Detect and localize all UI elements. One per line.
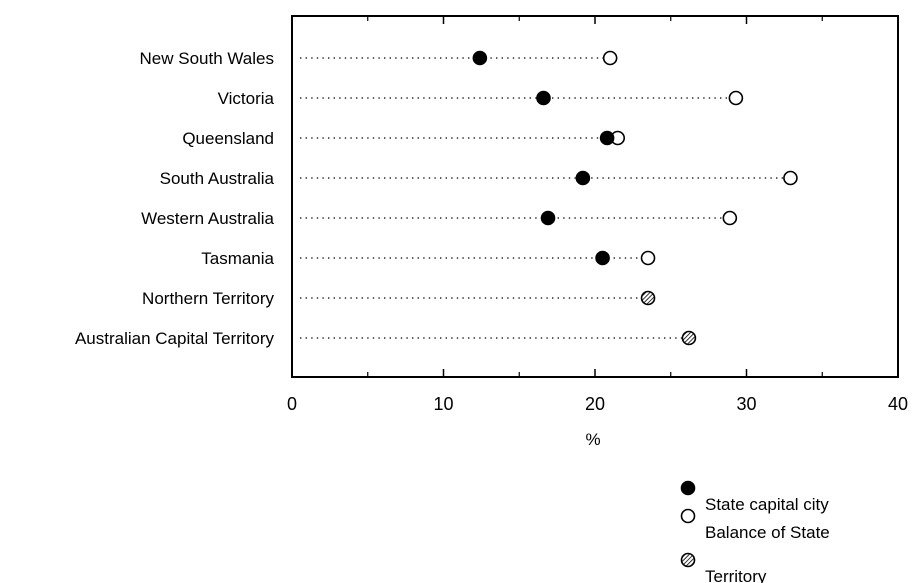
category-label-south-australia: South Australia — [160, 169, 275, 188]
x-tick-label: 20 — [585, 394, 605, 414]
dotted-guides — [300, 57, 791, 339]
marker-balance-of-state — [783, 170, 798, 186]
plot-border — [291, 15, 899, 378]
legend-label-territory: Territory — [705, 567, 767, 583]
category-label-tasmania: Tasmania — [201, 249, 274, 268]
x-axis: 0 10 20 30 40 — [287, 16, 908, 414]
marker-state-capital-city — [472, 50, 488, 66]
category-label-northern-territory: Northern Territory — [142, 289, 274, 308]
x-tick-label: 10 — [433, 394, 453, 414]
legend-label-balance-of-state: Balance of State — [705, 523, 830, 542]
category-label-australian-capital-territory: Australian Capital Territory — [75, 329, 275, 348]
marker-territory — [640, 290, 656, 306]
x-tick-label: 30 — [736, 394, 756, 414]
markers — [472, 50, 798, 346]
marker-state-capital-city — [599, 130, 615, 146]
category-labels: New South Wales Victoria Queensland South A… — [75, 49, 275, 348]
x-axis-title: % — [585, 430, 600, 449]
legend: State capital city Balance of State Territ… — [680, 480, 830, 583]
x-tick-label: 40 — [888, 394, 908, 414]
marker-balance-of-state — [602, 50, 618, 66]
plot-frame — [291, 15, 899, 378]
marker-state-capital-city — [595, 250, 610, 266]
marker-balance-of-state — [728, 90, 744, 106]
category-label-new-south-wales: New South Wales — [140, 49, 274, 68]
legend-marker-territory — [680, 552, 696, 568]
category-label-queensland: Queensland — [182, 129, 274, 148]
legend-marker-state-capital-city — [680, 480, 696, 496]
marker-state-capital-city — [540, 210, 556, 226]
legend-marker-balance-of-state — [680, 508, 696, 524]
marker-balance-of-state — [722, 210, 738, 226]
x-tick-label: 0 — [287, 394, 297, 414]
marker-state-capital-city — [536, 90, 551, 106]
marker-balance-of-state — [640, 250, 656, 266]
marker-territory — [681, 330, 697, 346]
category-label-victoria: Victoria — [218, 89, 275, 108]
category-label-western-australia: Western Australia — [141, 209, 274, 228]
legend-label-state-capital-city: State capital city — [705, 495, 829, 514]
marker-state-capital-city — [575, 170, 591, 186]
